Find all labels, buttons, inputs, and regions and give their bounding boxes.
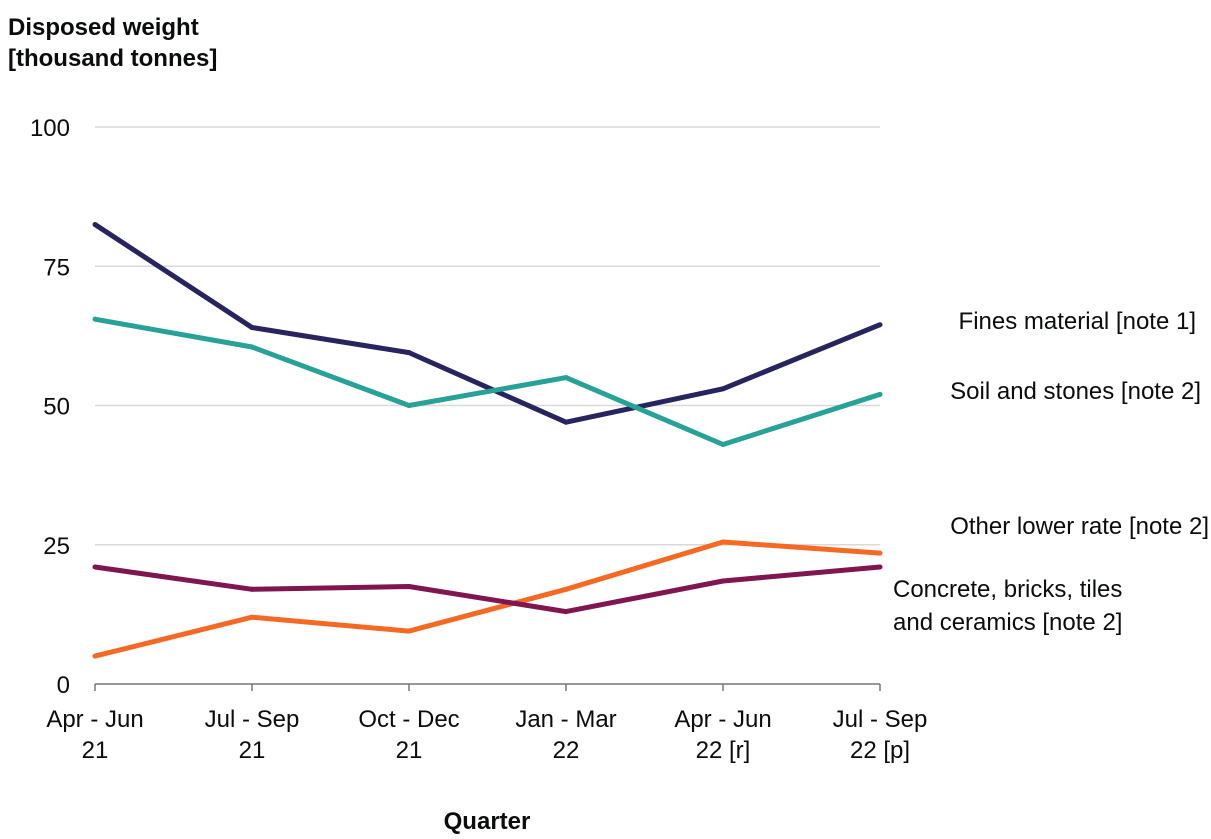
series-label-0: Fines material [note 1]	[959, 308, 1196, 335]
data-point	[877, 391, 883, 397]
series-line-0	[93, 222, 881, 425]
series-line-2	[94, 539, 881, 659]
y-tick-label: 0	[57, 672, 70, 699]
x-tick-label: Jan - Mar 22	[515, 706, 616, 764]
x-tick-label: Jul - Sep 21	[205, 706, 300, 764]
data-point	[249, 325, 255, 331]
data-point	[92, 221, 98, 227]
data-point	[877, 550, 883, 556]
y-tick-label: 75	[43, 254, 70, 281]
data-point	[720, 441, 726, 447]
data-point	[92, 316, 98, 322]
data-point	[406, 584, 412, 590]
series-lines	[92, 221, 883, 659]
data-point	[406, 628, 412, 634]
data-point	[249, 586, 255, 592]
data-point	[720, 578, 726, 584]
x-tick-label: Jul - Sep 22 [p]	[833, 706, 928, 764]
data-point	[877, 564, 883, 570]
x-tick-label: Oct - Dec 21	[358, 706, 459, 764]
data-point	[406, 403, 412, 408]
series-label-1: Soil and stones [note 2]	[950, 378, 1201, 405]
series-line-3	[94, 564, 881, 615]
series-label-3: Concrete, bricks, tiles and ceramics [not…	[893, 576, 1122, 636]
data-point	[563, 586, 569, 592]
gridlines	[95, 126, 880, 546]
series-line-1	[94, 316, 881, 447]
data-point	[877, 322, 883, 328]
data-point	[563, 609, 569, 615]
y-axis-title-line: Disposed weight	[8, 14, 199, 41]
data-point	[92, 653, 98, 659]
data-point	[92, 564, 98, 570]
y-tick-label: 25	[43, 533, 70, 560]
series-labels: Fines material [note 1] Soil and stones […	[893, 308, 1209, 636]
y-tick-label: 50	[43, 394, 70, 421]
series-label-2: Other lower rate [note 2]	[950, 513, 1209, 540]
x-axis-title: Quarter	[444, 808, 531, 835]
y-axis-title-line: [thousand tonnes]	[8, 45, 217, 72]
data-point	[720, 539, 726, 545]
data-point	[563, 375, 569, 381]
y-axis-title: Disposed weight [thousand tonnes]	[8, 14, 217, 72]
y-tick-label: 100	[30, 115, 70, 142]
x-tick-label: Apr - Jun 22 [r]	[674, 706, 771, 764]
data-point	[406, 350, 412, 356]
y-axis-ticks: 0 25 50 75 100	[30, 115, 70, 699]
x-tick-label: Apr - Jun 21	[46, 706, 143, 764]
data-point	[720, 386, 726, 392]
data-point	[249, 344, 255, 350]
data-point	[249, 614, 255, 620]
x-axis: Apr - Jun 21 Jul - Sep 21 Oct - Dec 21 Jan - M…	[46, 683, 928, 764]
data-point	[563, 419, 569, 425]
